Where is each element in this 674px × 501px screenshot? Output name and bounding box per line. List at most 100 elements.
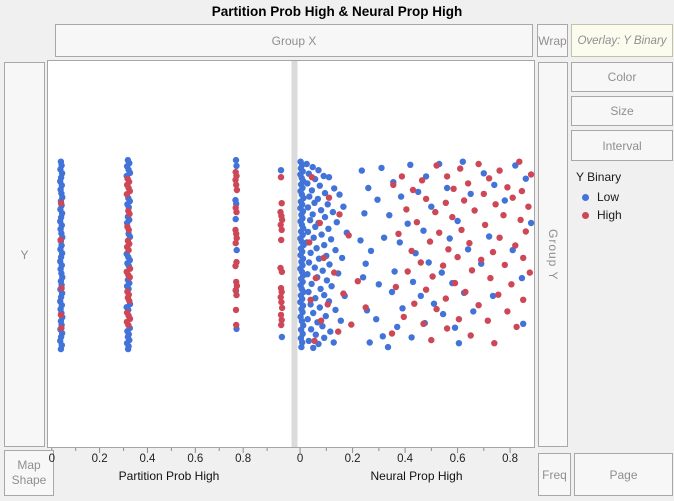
drop-zone-size[interactable]: Size [571,96,673,126]
scatter-point[interactable] [407,161,414,168]
scatter-point[interactable] [489,248,497,256]
scatter-point[interactable] [327,236,335,243]
scatter-point[interactable] [327,328,334,335]
scatter-point[interactable] [409,186,417,194]
scatter-point[interactable] [305,337,312,345]
scatter-point[interactable] [459,158,466,165]
scatter-point[interactable] [433,162,440,169]
scatter-point[interactable] [308,174,316,181]
scatter-point[interactable] [378,164,385,172]
scatter-point[interactable] [232,215,239,223]
scatter-point[interactable] [367,247,375,255]
scatter-point[interactable] [373,316,380,323]
scatter-point[interactable] [311,337,318,345]
scatter-point[interactable] [439,262,447,269]
scatter-point[interactable] [278,268,286,275]
scatter-point[interactable] [438,269,445,276]
scatter-point[interactable] [278,321,285,329]
scatter-point[interactable] [358,167,365,174]
scatter-point[interactable] [450,185,457,192]
scatter-point[interactable] [422,286,430,293]
scatter-point[interactable] [451,324,459,331]
scatter-point[interactable] [411,300,418,307]
scatter-point[interactable] [278,316,285,324]
scatter-point[interactable] [362,304,369,311]
scatter-point[interactable] [58,284,65,292]
scatter-point[interactable] [480,170,487,177]
scatter-point[interactable] [517,216,524,224]
scatter-point[interactable] [321,291,328,299]
scatter-point[interactable] [484,317,491,324]
scatter-point[interactable] [433,305,440,313]
scatter-point[interactable] [233,321,240,329]
scatter-point[interactable] [307,249,314,256]
scatter-point[interactable] [305,288,312,296]
scatter-point[interactable] [422,173,430,180]
drop-zone-overlay[interactable]: Overlay: Y Binary [571,24,673,57]
drop-zone-group-y[interactable]: Group Y [538,62,568,447]
scatter-point[interactable] [420,227,427,234]
scatter-point[interactable] [518,187,526,195]
drop-zone-map-shape[interactable]: Map Shape [4,450,54,496]
scatter-point[interactable] [58,324,65,332]
scatter-point[interactable] [454,217,461,225]
scatter-point[interactable] [315,255,323,262]
scatter-point[interactable] [394,323,401,331]
scatter-point[interactable] [124,345,132,353]
scatter-point[interactable] [316,182,323,189]
scatter-point[interactable] [428,336,435,344]
scatter-point[interactable] [233,181,240,189]
scatter-point[interactable] [278,216,286,224]
scatter-point[interactable] [379,333,386,340]
scatter-point[interactable] [312,274,319,282]
scatter-point[interactable] [332,246,339,254]
scatter-point[interactable] [336,191,343,198]
scatter-point[interactable] [430,300,438,307]
scatter-point[interactable] [475,160,482,168]
scatter-point[interactable] [496,234,503,241]
scatter-point[interactable] [233,291,240,299]
scatter-point[interactable] [278,298,285,306]
scatter-point[interactable] [404,220,411,227]
scatter-point[interactable] [307,301,314,308]
scatter-point[interactable] [495,291,502,298]
scatter-point[interactable] [443,325,451,332]
scatter-point[interactable] [125,321,132,329]
scatter-point[interactable] [57,345,65,353]
scatter-point[interactable] [57,200,65,207]
scatter-point[interactable] [304,204,312,211]
scatter-point[interactable] [323,277,331,284]
scatter-point[interactable] [436,229,443,236]
scatter-point[interactable] [357,237,364,244]
scatter-point[interactable] [396,239,403,246]
scatter-point[interactable] [340,290,347,297]
scatter-point[interactable] [492,201,499,208]
scatter-point[interactable] [395,230,402,237]
scatter-point[interactable] [408,247,415,255]
scatter-point[interactable] [470,308,477,315]
scatter-point[interactable] [454,253,461,261]
scatter-point[interactable] [123,191,131,198]
scatter-point[interactable] [449,213,456,221]
scatter-point[interactable] [307,326,315,333]
scatter-point[interactable] [305,259,313,266]
scatter-point[interactable] [417,292,424,300]
scatter-point[interactable] [338,254,346,262]
scatter-point[interactable] [232,156,240,164]
scatter-point[interactable] [277,174,285,181]
scatter-point[interactable] [467,332,474,339]
scatter-point[interactable] [322,312,329,320]
scatter-point[interactable] [278,236,285,244]
scatter-point[interactable] [340,203,347,210]
scatter-point[interactable] [233,162,240,170]
scatter-plot-canvas[interactable] [47,60,535,454]
scatter-point[interactable] [504,184,511,191]
scatter-point[interactable] [481,221,489,229]
scatter-point[interactable] [428,203,435,210]
scatter-point[interactable] [512,162,519,169]
scatter-point[interactable] [460,197,468,204]
scatter-point[interactable] [354,278,361,285]
scatter-point[interactable] [232,286,239,294]
scatter-point[interactable] [516,158,523,165]
scatter-point[interactable] [374,196,381,203]
